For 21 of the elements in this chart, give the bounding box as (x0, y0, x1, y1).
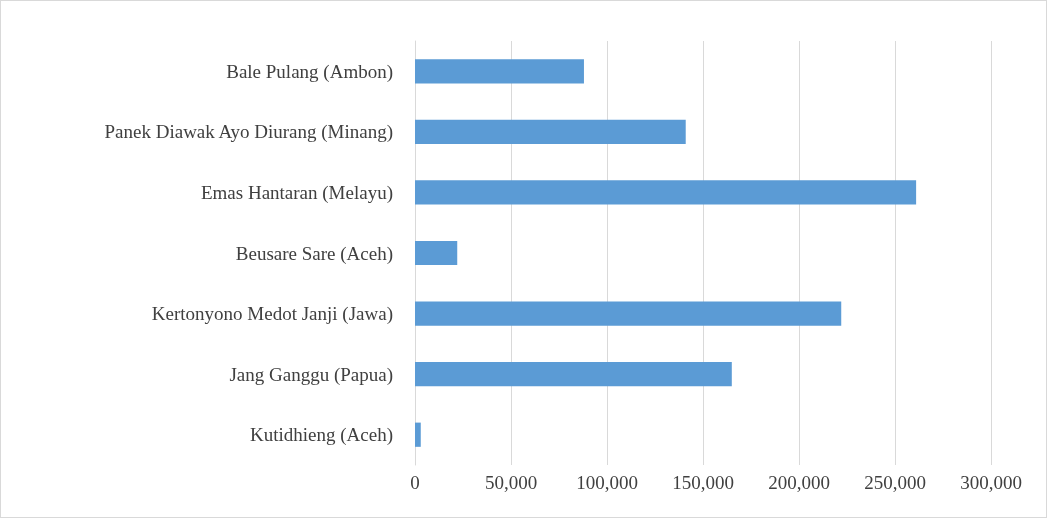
bar (415, 362, 732, 387)
y-tick-label: Emas Hantaran (Melayu) (200, 181, 393, 204)
bar (415, 119, 686, 144)
x-tick-label: 150,000 (672, 472, 734, 493)
x-tick-label: 100,000 (576, 472, 638, 493)
y-tick-label: Kutidhieng (Aceh) (250, 424, 393, 447)
x-tick-label: 200,000 (768, 472, 830, 493)
y-tick-label: Bale Pulang (Ambon) (226, 60, 393, 83)
bar (415, 422, 421, 447)
x-tick-label: 50,000 (484, 472, 538, 493)
bar (415, 240, 458, 266)
y-tick-label: Beusare Sare (Aceh) (235, 242, 393, 265)
y-tick-label: Kertonyono Medot Janji (Jawa) (151, 303, 393, 326)
bar (415, 59, 584, 84)
bar (415, 180, 917, 205)
x-tick-label: 0 (410, 472, 420, 493)
y-tick-label: Panek Diawak Ayo Diurang (Minang) (104, 121, 393, 144)
x-tick-label: 250,000 (864, 472, 926, 493)
y-tick-label: Jang Ganggu (Papua) (229, 363, 393, 386)
x-tick-label: 300,000 (960, 472, 1022, 493)
bar (415, 301, 842, 326)
